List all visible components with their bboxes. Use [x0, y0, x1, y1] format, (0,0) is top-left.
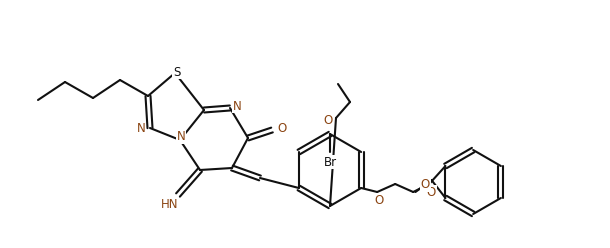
- Text: O: O: [421, 179, 430, 191]
- Text: N: N: [137, 122, 145, 134]
- Text: S: S: [173, 65, 181, 79]
- Text: O: O: [323, 115, 332, 127]
- Text: O: O: [375, 193, 384, 207]
- Text: N: N: [177, 130, 185, 144]
- Text: Br: Br: [323, 155, 337, 168]
- Text: HN: HN: [161, 198, 179, 212]
- Text: O: O: [278, 122, 287, 134]
- Text: N: N: [232, 99, 242, 113]
- Text: O: O: [426, 186, 436, 198]
